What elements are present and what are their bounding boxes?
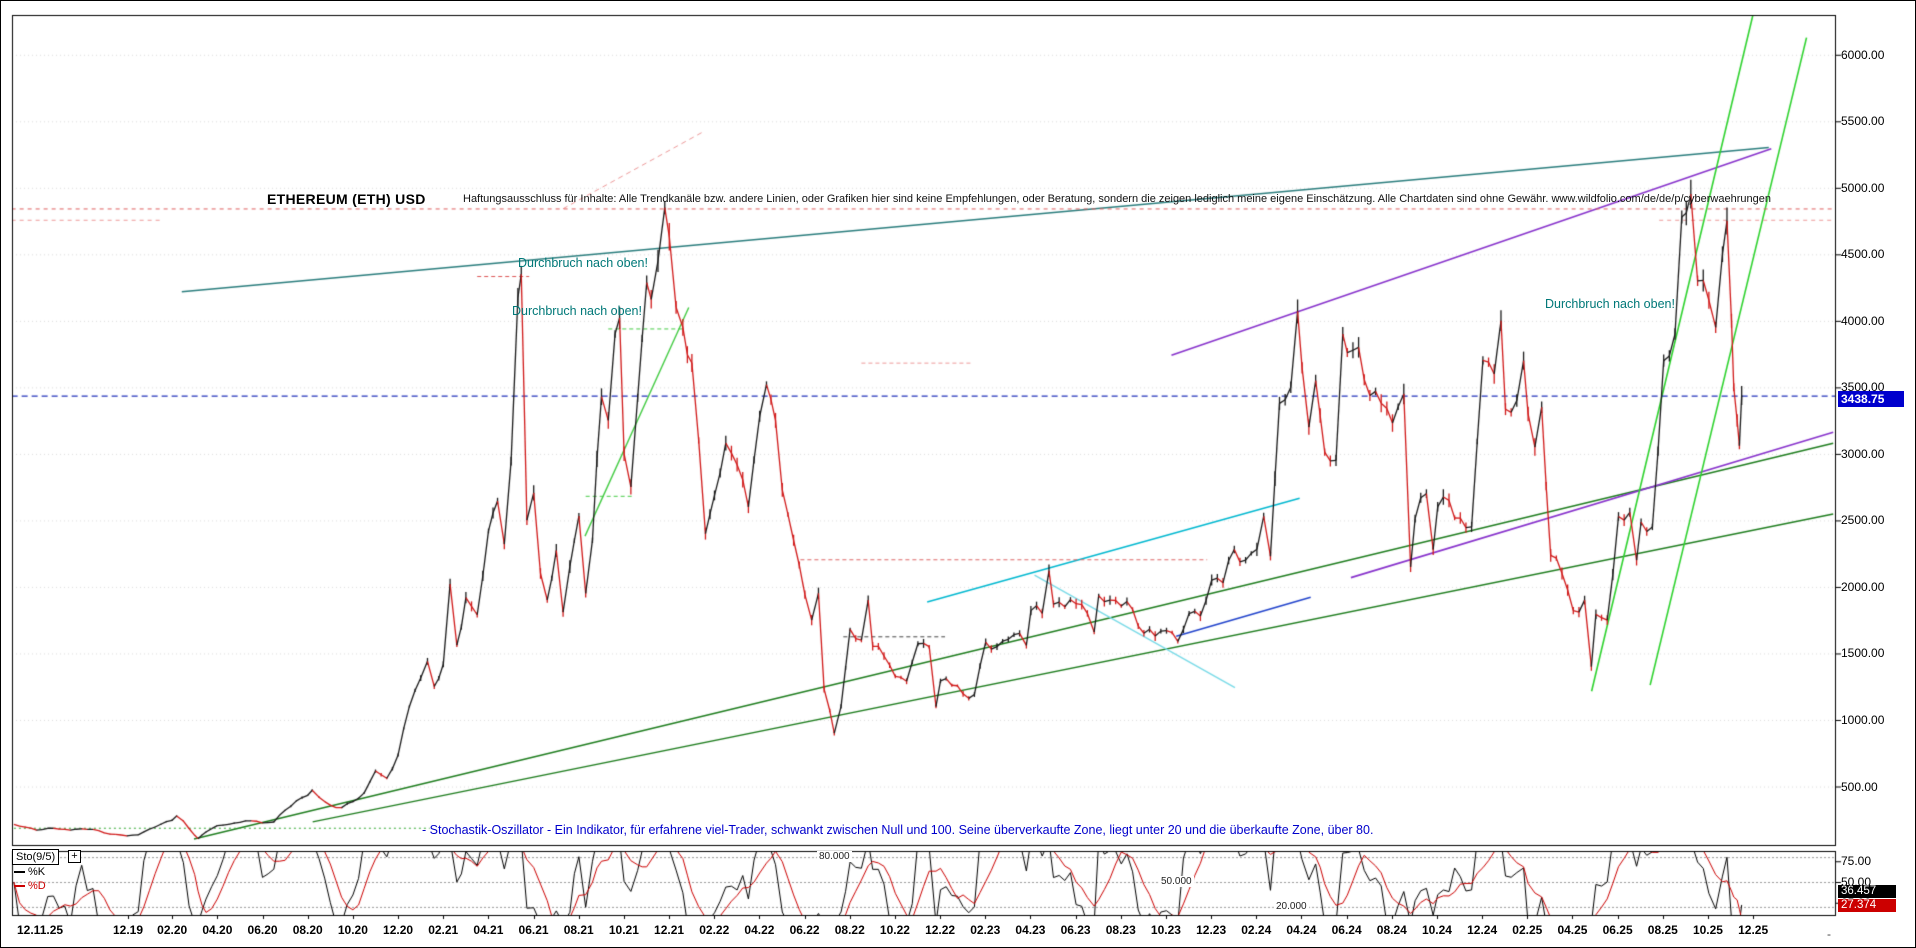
- x-axis-label: 02.22: [699, 923, 730, 937]
- x-axis-label: 08.25: [1647, 923, 1678, 937]
- x-axis-label: 02.20: [157, 923, 188, 937]
- x-axis-label: 10.25: [1692, 923, 1723, 937]
- stochastic-axis-label: 75.00: [1841, 854, 1872, 869]
- x-axis-label: 02.23: [970, 923, 1001, 937]
- x-axis-label: 06.21: [518, 923, 549, 937]
- y-axis-label: 2500.00: [1841, 513, 1885, 528]
- y-axis-label: 2000.00: [1841, 579, 1885, 594]
- x-axis-label: 10.22: [879, 923, 910, 937]
- x-axis-label: 06.22: [789, 923, 820, 937]
- stochastic-level-label: 80.000: [817, 851, 852, 863]
- x-axis-label: 12.22: [925, 923, 956, 937]
- last-price-tag: 3438.75: [1838, 391, 1904, 407]
- d-legend-label: %D: [28, 880, 46, 892]
- breakout-annotation: Durchbruch nach oben!: [512, 304, 642, 318]
- x-axis-label: 06.20: [247, 923, 278, 937]
- y-axis-label: 5500.00: [1841, 114, 1885, 129]
- stochastic-k-legend: %K: [14, 866, 45, 878]
- y-axis-label: 1500.00: [1841, 646, 1885, 661]
- x-axis-label: 04.21: [473, 923, 504, 937]
- breakout-annotation: Durchbruch nach oben!: [518, 256, 648, 270]
- stochastic-level-label: 50.000: [1159, 876, 1194, 887]
- y-axis-label: 500.00: [1841, 779, 1878, 794]
- disclaimer-text: Haftungsausschluss für Inhalte: Alle Tre…: [463, 193, 1771, 205]
- stochastic-level-label: 20.000: [1274, 900, 1309, 912]
- x-axis-label: 10.24: [1421, 923, 1452, 937]
- x-axis-label: 02.21: [428, 923, 459, 937]
- x-axis-label: 06.23: [1060, 923, 1091, 937]
- x-axis-label: 04.22: [744, 923, 775, 937]
- x-axis-label: 04.24: [1286, 923, 1317, 937]
- x-axis-label: 04.23: [1015, 923, 1046, 937]
- x-axis-label: 12.20: [383, 923, 414, 937]
- d-line-swatch: [14, 885, 25, 888]
- x-axis-label: 02.25: [1512, 923, 1543, 937]
- k-legend-label: %K: [28, 866, 46, 878]
- x-axis-label: 12.25: [1738, 923, 1769, 937]
- x-axis-label: 10.20: [337, 923, 368, 937]
- x-axis-label: 08.20: [292, 923, 323, 937]
- x-axis-label: 08.24: [1376, 923, 1407, 937]
- stochastic-d-legend: %D: [14, 880, 46, 892]
- k-line-swatch: [14, 871, 25, 874]
- x-axis-label: 06.25: [1602, 923, 1633, 937]
- corner-mark[interactable]: -: [1827, 927, 1831, 941]
- x-axis-label: 12.19: [112, 923, 144, 937]
- stochastic-d-value-tag: 27.374: [1838, 899, 1896, 912]
- x-axis-label: 10.21: [608, 923, 639, 937]
- chart-title: ETHEREUM (ETH) USD: [267, 191, 426, 207]
- x-axis-label: 12.24: [1467, 923, 1498, 937]
- y-axis-label: 4500.00: [1841, 247, 1885, 262]
- x-axis-label: 08.22: [834, 923, 865, 937]
- x-axis-label: 12.11.25: [17, 923, 64, 937]
- x-axis-label: 04.20: [202, 923, 233, 937]
- y-axis-label: 5000.00: [1841, 180, 1885, 195]
- x-axis-label: 04.25: [1557, 923, 1588, 937]
- x-axis-label: 06.24: [1331, 923, 1362, 937]
- stochastic-note: - Stochastik-Oszillator - Ein Indikator,…: [422, 823, 1374, 837]
- x-axis-label: 10.23: [1150, 923, 1181, 937]
- y-axis-label: 3500.00: [1841, 380, 1885, 395]
- stochastic-expand-button[interactable]: +: [68, 850, 81, 863]
- breakout-annotation: Durchbruch nach oben!: [1545, 297, 1675, 311]
- x-axis-label: 08.23: [1105, 923, 1136, 937]
- y-axis-label: 1000.00: [1841, 712, 1885, 727]
- x-axis-label: 08.21: [563, 923, 594, 937]
- x-axis-label: 02.24: [1241, 923, 1272, 937]
- y-axis-label: 3000.00: [1841, 446, 1885, 461]
- y-axis-label: 4000.00: [1841, 313, 1885, 328]
- y-axis-label: 6000.00: [1841, 47, 1885, 62]
- x-axis-label: 12.23: [1196, 923, 1227, 937]
- x-axis-label: 12.21: [654, 923, 685, 937]
- stochastic-indicator-label[interactable]: Sto(9/5): [12, 849, 60, 865]
- stochastic-k-value-tag: 36.457: [1838, 885, 1896, 898]
